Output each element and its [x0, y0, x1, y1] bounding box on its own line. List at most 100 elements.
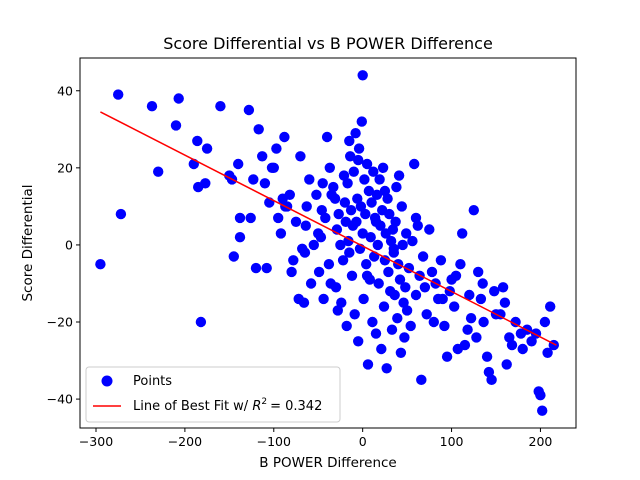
data-point	[153, 166, 164, 177]
data-point	[392, 313, 403, 324]
data-point	[386, 324, 398, 335]
data-point	[390, 216, 401, 227]
data-point	[360, 208, 371, 220]
data-point	[416, 374, 427, 385]
data-point	[250, 262, 262, 274]
data-point	[486, 374, 497, 385]
y-tick-label: −40	[47, 392, 73, 407]
data-point	[321, 131, 333, 143]
data-point	[305, 278, 317, 289]
x-axis: −300 −200 −100 0 100 200	[79, 428, 553, 449]
data-point	[410, 289, 422, 301]
data-point	[234, 232, 246, 243]
data-point	[363, 185, 375, 197]
data-point	[324, 162, 335, 173]
data-point	[113, 89, 124, 100]
data-point	[358, 293, 369, 305]
data-point	[537, 405, 548, 416]
data-point	[201, 143, 213, 154]
data-point	[361, 158, 373, 170]
data-point	[329, 193, 341, 204]
data-point	[435, 255, 447, 266]
data-point	[384, 208, 395, 220]
data-point	[317, 178, 328, 189]
data-point	[359, 174, 370, 185]
fit-line-layer	[100, 111, 557, 346]
data-point	[173, 93, 184, 104]
data-point	[200, 178, 211, 189]
data-point	[395, 347, 407, 358]
data-point	[233, 158, 244, 170]
y-tick-label: −20	[47, 315, 73, 330]
data-point	[318, 293, 329, 305]
data-point	[350, 128, 361, 139]
x-tick-label: −100	[257, 434, 291, 449]
data-point	[400, 282, 411, 293]
data-point	[401, 228, 412, 239]
data-point	[477, 278, 488, 289]
data-point	[372, 239, 383, 251]
data-point	[301, 201, 312, 212]
data-point	[424, 224, 435, 235]
data-point	[259, 178, 271, 189]
legend-points-label: Points	[133, 374, 172, 389]
data-point	[308, 239, 319, 251]
x-tick-label: 200	[529, 434, 553, 449]
data-point	[368, 166, 379, 177]
data-point	[468, 205, 479, 216]
data-point	[320, 212, 331, 224]
data-point	[311, 189, 322, 200]
data-point	[378, 301, 390, 312]
data-point	[95, 259, 106, 270]
data-point	[419, 282, 431, 293]
data-point	[517, 343, 528, 355]
data-point	[333, 208, 344, 220]
points-layer	[95, 70, 559, 416]
data-point	[478, 316, 489, 328]
data-point	[506, 339, 518, 351]
data-point	[539, 316, 551, 328]
data-point	[313, 266, 325, 278]
plot-area	[80, 58, 576, 428]
data-point	[405, 320, 416, 332]
data-point	[439, 320, 450, 332]
y-axis: −40 −20 0 20 40	[47, 83, 80, 407]
data-point	[459, 339, 471, 351]
data-point	[195, 316, 207, 328]
data-point	[268, 162, 279, 173]
data-point	[370, 328, 382, 339]
legend: Points Line of Best Fit w/ R2 = 0.342	[85, 366, 341, 423]
plot-frame	[79, 57, 577, 429]
data-point	[344, 247, 355, 258]
data-point	[228, 251, 239, 262]
data-point	[279, 131, 290, 143]
data-point	[501, 359, 512, 370]
data-point	[412, 220, 423, 231]
data-point	[299, 247, 311, 258]
data-point	[397, 239, 408, 251]
data-point	[450, 270, 462, 281]
data-point	[396, 201, 407, 212]
y-tick-label: 40	[57, 83, 73, 98]
data-point	[428, 316, 439, 328]
data-point	[545, 301, 556, 312]
data-point	[335, 239, 346, 251]
data-point	[510, 316, 521, 328]
x-tick-label: −300	[79, 434, 113, 449]
data-point	[353, 154, 364, 166]
data-point	[192, 135, 203, 147]
data-point	[379, 255, 391, 266]
data-point	[391, 181, 402, 193]
data-point	[351, 216, 362, 227]
data-point	[426, 266, 438, 278]
data-point	[115, 208, 127, 220]
data-point	[441, 351, 453, 362]
data-point	[497, 282, 509, 293]
data-point	[315, 232, 327, 243]
data-point	[271, 143, 282, 154]
data-point	[471, 332, 482, 343]
data-point	[393, 170, 405, 181]
data-point	[373, 278, 384, 289]
data-point	[464, 289, 475, 301]
